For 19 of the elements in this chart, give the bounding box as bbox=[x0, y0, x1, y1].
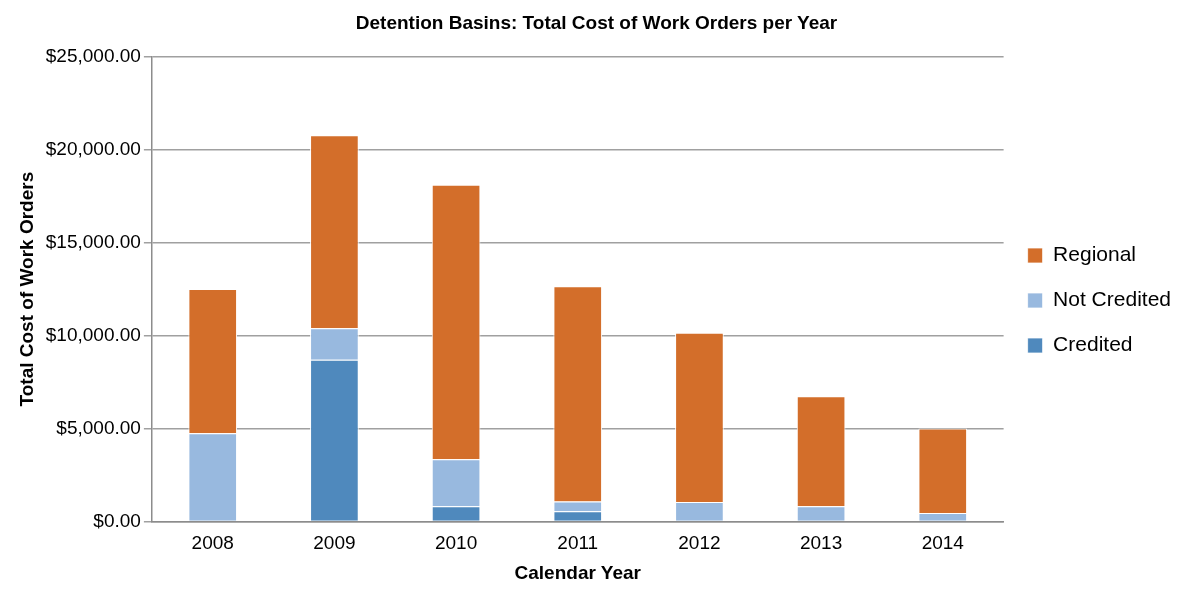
legend-label: Not Credited bbox=[1053, 287, 1171, 311]
y-tick-label: $5,000.00 bbox=[56, 416, 141, 438]
y-tick-label: $10,000.00 bbox=[45, 323, 141, 345]
x-tick-label: 2008 bbox=[191, 532, 234, 554]
y-tick-label: $20,000.00 bbox=[45, 137, 141, 159]
legend-label: Credited bbox=[1053, 332, 1133, 356]
x-tick-label: 2009 bbox=[313, 532, 356, 554]
x-tick-label: 2010 bbox=[434, 532, 478, 554]
x-tick-label: 2014 bbox=[921, 532, 965, 554]
legend-label: Regional bbox=[1053, 242, 1137, 266]
y-tick-label: $0.00 bbox=[93, 509, 141, 531]
y-axis-title: Total Cost of Work Orders bbox=[15, 171, 37, 407]
chart-title: Detention Basins: Total Cost of Work Orders per Year bbox=[355, 11, 838, 33]
x-axis-title: Calendar Year bbox=[514, 561, 642, 583]
x-tick-label: 2011 bbox=[557, 532, 599, 554]
x-tick-label: 2012 bbox=[678, 532, 721, 554]
y-tick-label: $15,000.00 bbox=[45, 230, 141, 252]
x-tick-label: 2013 bbox=[799, 532, 843, 554]
y-tick-label: $25,000.00 bbox=[45, 45, 141, 67]
